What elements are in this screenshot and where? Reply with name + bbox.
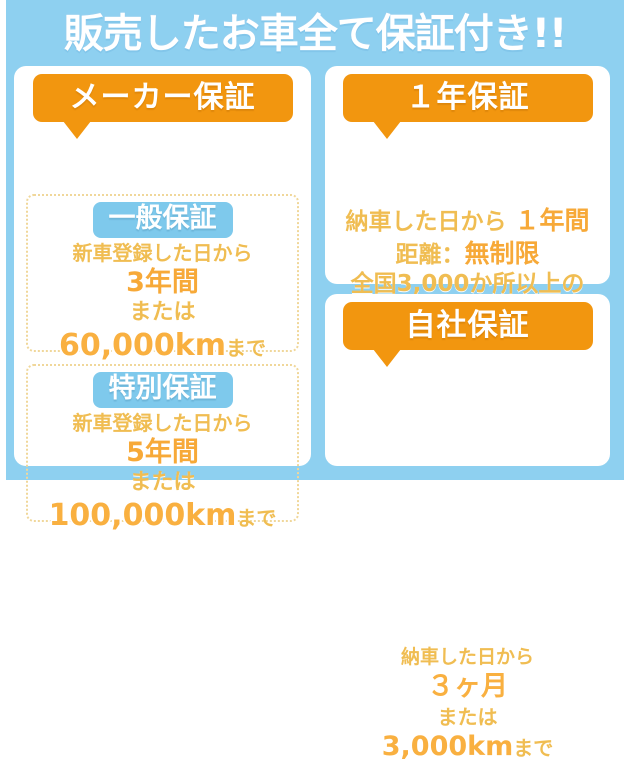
headline-text: 販売したお車全て保証付き!! <box>63 11 567 57</box>
text-year1-distance-label: 距離： <box>395 241 465 268</box>
tab-tail-icon <box>62 121 91 139</box>
tab-label-year1: １年保証 <box>405 80 530 115</box>
tab-header-own: 自社保証 <box>342 302 593 367</box>
tab-header-year1: １年保証 <box>342 74 593 139</box>
line-general-1: 3年間 <box>28 266 297 298</box>
text-own-months: ３ヶ月 <box>427 670 508 702</box>
card-maker-warranty: メーカー保証 一般保証 新車登録した日から 3年間 または 60,000 <box>14 66 311 532</box>
section-special-warranty: 特別保証 新車登録した日から 5年間 または 100,000kmまで <box>26 364 299 532</box>
own-body: 納車した日から ３ヶ月 または 3,000kmまで <box>325 644 610 764</box>
tab-label-own: 自社保証 <box>405 308 530 343</box>
text-year1-distance-value: 無制限 <box>464 238 540 268</box>
text-own-distance: 3,000km <box>381 731 514 763</box>
text-own-distance-suffix: まで <box>513 736 554 761</box>
tab-wrap-maker: メーカー保証 <box>14 74 311 139</box>
page-title: 販売したお車全て保証付き!! <box>6 8 624 60</box>
pill-general-warranty: 一般保証 <box>92 202 233 239</box>
text-special-or: または <box>129 469 196 495</box>
line-special-0: 新車登録した日から <box>28 412 297 434</box>
text-general-source: 新車登録した日から <box>72 241 253 266</box>
tab-wrap-year1: １年保証 <box>325 74 610 139</box>
pill-special-warranty: 特別保証 <box>92 372 233 409</box>
line-own-3: 3,000kmまで <box>325 731 610 763</box>
tab-tail-icon <box>372 121 401 139</box>
text-special-years: 5年間 <box>126 436 199 468</box>
tab-wrap-own: 自社保証 <box>325 302 610 367</box>
line-special-3: 100,000kmまで <box>28 497 297 533</box>
line-general-2: または <box>28 299 297 326</box>
tab-tail-icon <box>372 349 401 367</box>
card-one-year-warranty: １年保証 納車した日から １年間 距離：無制限 全国3,000か所以上の 工場で… <box>325 66 610 327</box>
text-general-distance: 60,000km <box>59 327 226 363</box>
text-special-source: 新車登録した日から <box>72 411 253 436</box>
pill-label-general: 一般保証 <box>108 203 217 234</box>
tab-label-maker: メーカー保証 <box>69 80 256 115</box>
section-general-warranty: 一般保証 新車登録した日から 3年間 または 60,000kmまで <box>26 194 299 362</box>
tab-header-maker: メーカー保証 <box>32 74 293 139</box>
pill-label-special: 特別保証 <box>108 373 217 404</box>
text-general-distance-suffix: まで <box>225 335 266 360</box>
text-year1-duration: １年間 <box>514 206 590 235</box>
line-own-0: 納車した日から <box>325 646 610 669</box>
card-own-warranty: 自社保証 納車した日から ３ヶ月 または 3,000kmまで <box>325 294 610 762</box>
line-year1-0: 納車した日から １年間 <box>325 206 610 237</box>
line-general-3: 60,000kmまで <box>28 327 297 363</box>
text-own-or: または <box>437 705 498 730</box>
line-special-1: 5年間 <box>28 436 297 468</box>
line-special-2: または <box>28 469 297 496</box>
text-own-source: 納車した日から <box>400 646 534 668</box>
special-warranty-lines: 新車登録した日から 5年間 または 100,000kmまで <box>28 412 297 532</box>
text-general-or: または <box>129 299 196 325</box>
text-year1-network: 全国3,000か所以上の <box>350 271 585 298</box>
line-general-0: 新車登録した日から <box>28 242 297 264</box>
line-year1-2: 全国3,000か所以上の <box>325 271 610 299</box>
text-general-years: 3年間 <box>126 266 199 298</box>
text-special-distance: 100,000km <box>48 497 237 533</box>
general-warranty-lines: 新車登録した日から 3年間 または 60,000kmまで <box>28 242 297 362</box>
line-own-2: または <box>325 705 610 729</box>
line-own-1: ３ヶ月 <box>325 671 610 703</box>
warranty-poster: 販売したお車全て保証付き!! メーカー保証 一般保証 新車登録した日から 3年間 <box>6 0 624 763</box>
text-year1-delivery: 納車した日から <box>345 209 515 235</box>
text-special-distance-suffix: まで <box>236 505 277 530</box>
line-year1-1: 距離：無制限 <box>325 239 610 270</box>
